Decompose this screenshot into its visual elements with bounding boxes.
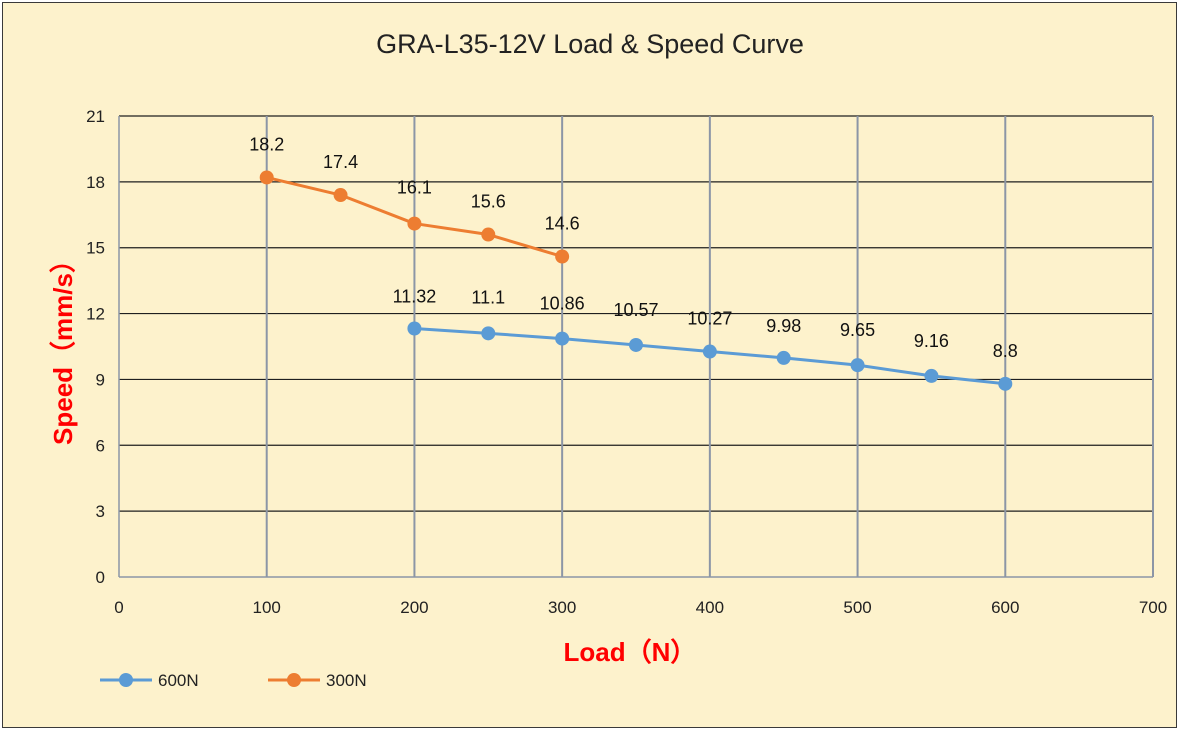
y-tick-label: 0	[96, 568, 105, 587]
axes: 0 3 6 9 12 15 18 21 0 100 200 300 400 500 600 700	[86, 107, 1167, 617]
legend-label-600n: 600N	[158, 671, 199, 690]
series-group	[259, 170, 1013, 391]
x-tick-label: 100	[253, 598, 281, 617]
legend-swatch-marker-300n	[287, 673, 301, 687]
x-tick-label: 0	[114, 598, 123, 617]
data-label-600n: 9.16	[914, 331, 949, 351]
data-label-600n: 11.1	[471, 287, 505, 307]
data-label-300n: 18.2	[249, 134, 284, 154]
data-point-600n	[629, 337, 643, 352]
data-point-300n	[259, 170, 274, 185]
data-label-600n: 9.98	[766, 316, 801, 336]
data-label-600n: 10.86	[540, 294, 585, 314]
data-point-300n	[481, 227, 496, 242]
data-label-300n: 16.1	[397, 178, 432, 198]
data-point-600n	[702, 344, 717, 359]
data-label-300n: 17.4	[323, 152, 358, 172]
data-label-300n: 15.6	[471, 192, 506, 212]
x-tick-label: 400	[696, 598, 724, 617]
data-label-600n: 9.65	[840, 320, 875, 340]
data-point-600n	[850, 358, 865, 373]
data-label-600n: 11.32	[393, 286, 437, 306]
y-tick-label: 12	[86, 305, 105, 324]
data-point-600n	[924, 368, 939, 383]
legend-swatch-marker-600n	[119, 673, 133, 687]
x-tick-label: 700	[1139, 598, 1167, 617]
data-point-600n	[481, 326, 496, 341]
data-point-600n	[998, 376, 1013, 391]
y-tick-label: 6	[96, 436, 105, 455]
data-point-300n	[555, 249, 570, 264]
data-label-600n: 10.57	[613, 300, 658, 320]
chart-title: GRA-L35-12V Load & Speed Curve	[376, 29, 804, 59]
y-tick-label: 18	[86, 173, 105, 192]
x-tick-label: 300	[548, 598, 576, 617]
data-point-300n	[333, 188, 348, 203]
y-tick-label: 15	[86, 239, 105, 258]
data-point-600n	[776, 350, 791, 365]
x-tick-label: 500	[843, 598, 871, 617]
x-tick-label: 200	[400, 598, 428, 617]
data-point-300n	[407, 216, 422, 231]
data-point-600n	[407, 321, 422, 336]
x-tick-label: 600	[991, 598, 1019, 617]
y-tick-label: 9	[96, 370, 105, 389]
legend-label-300n: 300N	[326, 671, 367, 690]
x-axis-title: Load（N）	[564, 637, 697, 667]
y-tick-label: 3	[96, 502, 105, 521]
y-tick-label: 21	[86, 107, 105, 126]
data-labels: 11.32 11.1 10.86 10.57 10.27 9.98 9.65 9.16 8.8 1…	[249, 134, 1018, 360]
data-label-600n: 8.8	[993, 341, 1018, 361]
data-point-600n	[555, 331, 570, 346]
legend: 600N 300N	[100, 671, 367, 690]
data-label-300n: 14.6	[545, 213, 580, 233]
data-label-600n: 10.27	[687, 309, 732, 329]
grid	[119, 115, 1154, 577]
y-axis-title: Speed（mm/s）	[48, 247, 78, 445]
